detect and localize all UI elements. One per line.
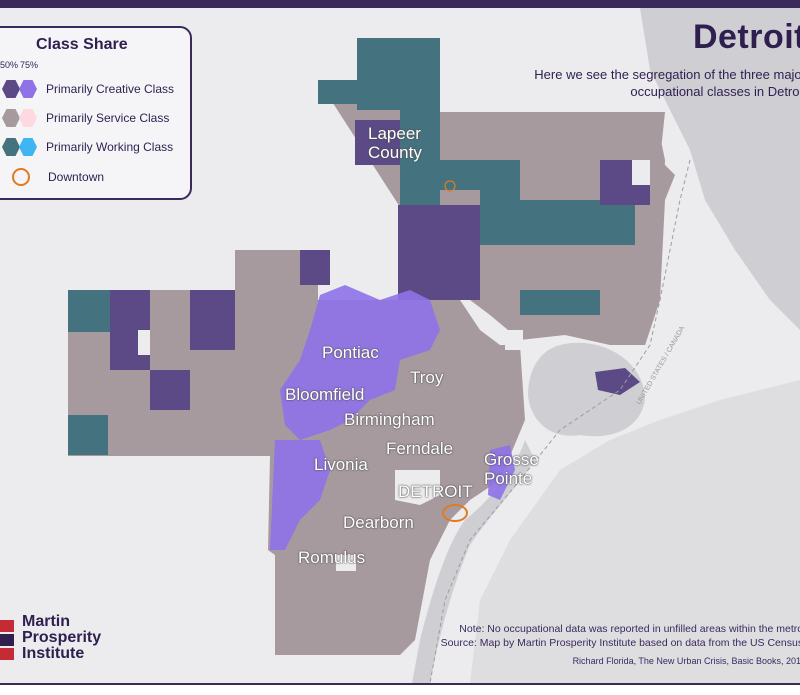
legend-label-service: Primarily Service Class: [46, 111, 170, 125]
legend-item-service: Primarily Service Class: [2, 107, 169, 129]
bottom-frame-line: [0, 683, 800, 685]
place-label-lapeer: Lapeer County: [368, 124, 422, 162]
legend-item-downtown: Downtown: [2, 166, 104, 188]
working-hex-swatch: [2, 138, 38, 156]
downtown-marker: [442, 504, 468, 522]
tract-c3: [190, 290, 235, 350]
unfilled-a: [138, 330, 150, 355]
tract-w7: [68, 290, 110, 332]
place-label-grosse-pointe: Grosse Pointe: [484, 450, 539, 488]
place-label-ferndale: Ferndale: [386, 439, 454, 458]
logo-line-3: Institute: [22, 645, 85, 662]
logo-line-1: Martin: [22, 613, 70, 630]
book-credit: Richard Florida, The New Urban Crisis, B…: [572, 656, 800, 666]
legend-panel: Class Share 50% 75% Primarily Creative C…: [0, 26, 192, 200]
top-frame-bar: [0, 0, 800, 8]
legend-label-downtown: Downtown: [48, 170, 105, 184]
place-label-bloomfield: Bloomfield: [285, 385, 365, 404]
canada-land-shade: [470, 380, 800, 683]
tract-w6: [520, 290, 600, 315]
service-hex-swatch: [2, 109, 38, 127]
working-class-tracts: [68, 38, 635, 455]
place-label-romulus: Romulus: [298, 548, 366, 567]
place-label-troy: Troy: [410, 368, 444, 387]
tract-w1: [357, 38, 440, 110]
tract-c6: [150, 370, 190, 410]
legend-title: Class Share: [36, 36, 128, 53]
legend-label-working: Primarily Working Class: [46, 140, 174, 154]
map-subtitle: Here we see the segregation of the three…: [534, 67, 800, 99]
note-text: Note: No occupational data was reported …: [459, 623, 800, 635]
unfilled-c: [336, 555, 356, 571]
creative-class-core: [270, 285, 515, 550]
tract-w4: [480, 160, 520, 245]
us-canada-border: [429, 159, 691, 683]
downtown-ring-icon: [12, 168, 30, 186]
tract-c4: [355, 120, 400, 165]
lake-st-clair: [528, 342, 645, 437]
legend-item-creative: Primarily Creative Class: [2, 78, 174, 100]
detroit-river: [412, 440, 535, 683]
tract-w3: [400, 110, 440, 205]
legend-label-creative: Primarily Creative Class: [46, 82, 175, 96]
tract-w8: [68, 415, 108, 455]
place-label-livonia: Livonia: [314, 455, 368, 474]
unfilled-b: [505, 330, 523, 350]
tract-core-livonia: [270, 440, 330, 550]
map-title: Detroit: [692, 18, 800, 56]
institute-logo: Martin Prosperity Institute: [0, 614, 101, 662]
place-label-detroit: DETROIT: [398, 482, 473, 501]
water-bodies: [412, 8, 800, 683]
place-label-birmingham: Birmingham: [344, 410, 435, 429]
tract-w2: [318, 80, 358, 104]
unfilled-d: [632, 160, 650, 185]
map-notes: Note: No occupational data was reported …: [441, 622, 800, 650]
st-clair-shores-strip: [640, 112, 675, 345]
place-label-dearborn: Dearborn: [343, 513, 414, 532]
unfilled-detroit: [395, 470, 440, 505]
tract-core-oakland: [280, 285, 440, 440]
tract-c8: [595, 368, 640, 395]
tract-c7: [300, 250, 330, 285]
bottom-frame: [0, 683, 800, 695]
lapeer-circle-marker: [444, 180, 456, 192]
legend-scale-right: 75%: [20, 60, 39, 70]
tract-w5: [520, 200, 635, 245]
tract-c1: [398, 205, 480, 300]
tract-w9: [435, 160, 480, 190]
legend-item-working: Primarily Working Class: [2, 136, 173, 158]
source-text: Source: Map by Martin Prosperity Institu…: [440, 637, 800, 649]
logo-mark-icon: [0, 614, 16, 662]
place-label-pontiac: Pontiac: [322, 343, 379, 362]
logo-wordmark: Martin Prosperity Institute: [22, 614, 101, 662]
tract-core-grosse-pointe: [488, 445, 515, 500]
legend-scale-left: 50%: [0, 60, 19, 70]
unfilled-areas: [138, 160, 650, 571]
lake-huron: [640, 8, 800, 330]
metro-map: UNITED STATES / CANADA: [68, 8, 800, 683]
creative-hex-swatch: [2, 80, 38, 98]
logo-line-2: Prosperity: [22, 629, 102, 646]
